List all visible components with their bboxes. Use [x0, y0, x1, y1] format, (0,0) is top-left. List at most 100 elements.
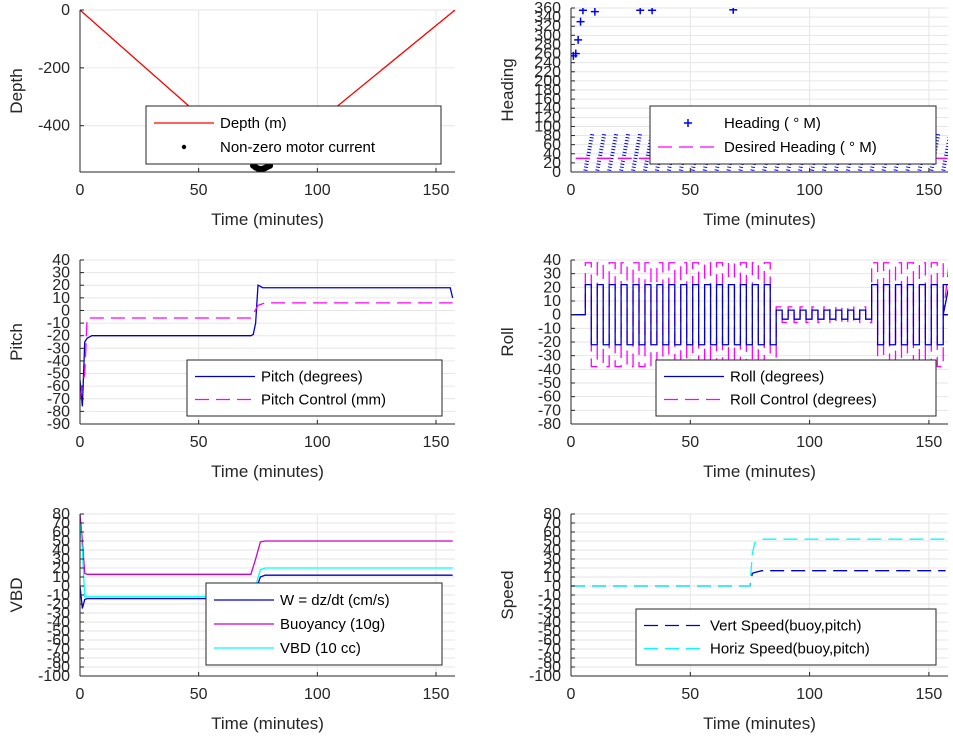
x-tick-label: 100	[304, 434, 331, 451]
subplot-vbd: 0 50 100 150-100-90-80-70-60-50-40-30-20-10…	[7, 506, 455, 733]
y-tick-label: 60	[543, 137, 561, 154]
y-tick-label: -100	[529, 668, 561, 685]
y-tick-label: 0	[61, 578, 70, 595]
legend-box	[655, 359, 937, 417]
y-tick-label: 80	[52, 506, 70, 523]
x-tick-label: 0	[567, 686, 576, 703]
x-axis-label: Time (minutes)	[211, 462, 324, 481]
heading-swing	[643, 132, 655, 172]
y-tick-label: 20	[543, 560, 561, 577]
y-tick-label: -40	[538, 361, 561, 378]
y-tick-label: 240	[534, 55, 561, 72]
subplot-pitch: 0 50 100 150-90-80-70-60-50-40-30-20-100102…	[7, 252, 455, 481]
y-tick-label: -100	[38, 668, 70, 685]
legend-label: VBD (10 cc)	[280, 640, 361, 657]
x-tick-label: 50	[681, 434, 699, 451]
legend-label: Depth (m)	[220, 115, 287, 132]
heading-point	[636, 8, 645, 15]
y-tick-label: -80	[47, 403, 70, 420]
y-tick-label: -50	[47, 623, 70, 640]
y-axis-label: Pitch	[7, 323, 26, 361]
subplot-depth: 0 50 100 150 -400 -200 0 Time (minutes) Depth Dep…	[7, 2, 455, 229]
y-tick-label: -90	[47, 659, 70, 676]
y-tick-label: 360	[534, 0, 561, 17]
y-tick-label: 0	[552, 578, 561, 595]
y-tick-label: 20	[543, 155, 561, 172]
series-line-1	[80, 514, 453, 575]
x-tick-label: 50	[190, 182, 208, 199]
y-tick-label: 40	[52, 542, 70, 559]
x-tick-label: 100	[304, 686, 331, 703]
y-tick-label: -60	[538, 632, 561, 649]
y-tick-label: -90	[47, 416, 70, 433]
legend: Heading ( ° M) Desired Heading ( ° M)	[649, 105, 937, 165]
legend: Roll (degrees) Roll Control (degrees)	[655, 359, 937, 417]
heading-point	[590, 8, 599, 16]
y-tick-label: 180	[534, 82, 561, 99]
legend-label: Vert Speed(buoy,pitch)	[710, 618, 861, 635]
y-tick-label: -10	[538, 587, 561, 604]
y-tick-label: -80	[538, 416, 561, 433]
y-tick-label: 70	[52, 515, 70, 532]
y-tick-label: -20	[47, 596, 70, 613]
y-tick-label: -400	[38, 118, 70, 135]
x-axis-label: Time (minutes)	[211, 714, 324, 733]
y-tick-label: -30	[538, 605, 561, 622]
y-tick-label: -20	[538, 334, 561, 351]
y-tick-label: 0	[552, 164, 561, 181]
x-axis-label: Time (minutes)	[211, 210, 324, 229]
y-tick-label: -60	[538, 389, 561, 406]
x-tick-label: 150	[916, 686, 943, 703]
y-tick-label: 80	[543, 506, 561, 523]
legend-label: Pitch Control (mm)	[261, 392, 386, 409]
y-tick-label: -40	[538, 614, 561, 631]
y-tick-label: -10	[47, 315, 70, 332]
y-tick-label: 30	[52, 551, 70, 568]
legend-box	[145, 105, 442, 165]
series-line-1	[571, 538, 946, 587]
legend: Depth (m) Non-zero motor current	[145, 105, 442, 165]
legend-label: W = dz/dt (cm/s)	[280, 592, 390, 609]
y-tick-label: -70	[538, 402, 561, 419]
data-layer	[571, 538, 946, 587]
y-tick-label: 0	[61, 2, 70, 19]
y-tick-label: -50	[538, 623, 561, 640]
y-tick-label: 200	[534, 73, 561, 90]
y-tick-label: 30	[52, 265, 70, 282]
y-tick-label: 30	[543, 551, 561, 568]
x-axis-label: Time (minutes)	[703, 210, 816, 229]
y-tick-label: 20	[543, 279, 561, 296]
y-tick-label: -70	[47, 391, 70, 408]
legend-box	[186, 359, 443, 417]
y-tick-label: -10	[538, 320, 561, 337]
y-tick-label: -90	[538, 659, 561, 676]
y-tick-label: 10	[543, 293, 561, 310]
heading-swing	[595, 132, 607, 172]
y-axis-label: VBD	[7, 578, 26, 613]
y-tick-label: -200	[38, 60, 70, 77]
y-tick-label: -70	[47, 641, 70, 658]
subplot-speed: 0 50 100 150-100-90-80-70-60-50-40-30-20-10…	[498, 506, 948, 733]
y-tick-label: 50	[543, 533, 561, 550]
x-tick-label: 100	[796, 686, 823, 703]
x-tick-label: 150	[423, 434, 450, 451]
roll-line	[571, 283, 948, 346]
y-tick-label: 20	[52, 277, 70, 294]
y-tick-label: 100	[534, 118, 561, 135]
y-tick-label: 40	[543, 542, 561, 559]
y-tick-label: 260	[534, 46, 561, 63]
heading-point	[576, 17, 585, 26]
y-tick-label: -30	[538, 348, 561, 365]
y-tick-label: -50	[538, 375, 561, 392]
y-tick-label: 160	[534, 91, 561, 108]
y-tick-label: -80	[47, 650, 70, 667]
legend-box	[649, 105, 937, 165]
heading-point	[729, 8, 738, 14]
legend: Pitch (degrees) Pitch Control (mm)	[186, 359, 443, 417]
y-tick-label: 10	[52, 569, 70, 586]
series-line-0	[80, 284, 454, 407]
y-tick-label: 320	[534, 18, 561, 35]
x-tick-label: 150	[423, 686, 450, 703]
subplot-roll: 0 50 100 150-80-70-60-50-40-30-20-100102030…	[498, 252, 948, 481]
